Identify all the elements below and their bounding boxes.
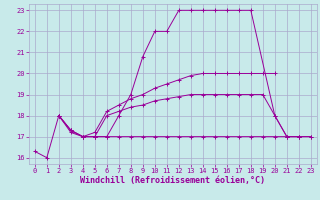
X-axis label: Windchill (Refroidissement éolien,°C): Windchill (Refroidissement éolien,°C) <box>80 176 265 185</box>
